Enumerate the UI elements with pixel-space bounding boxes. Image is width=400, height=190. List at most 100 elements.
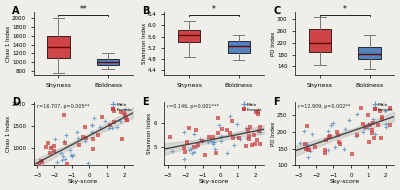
Point <box>51 150 57 153</box>
Point <box>224 151 230 154</box>
Point <box>254 139 260 142</box>
Point <box>190 145 197 148</box>
Point <box>336 140 342 143</box>
Point <box>247 126 253 129</box>
Point <box>371 132 378 135</box>
Point <box>303 143 310 146</box>
Point <box>365 122 372 125</box>
Point <box>205 140 211 143</box>
Point <box>89 130 96 133</box>
Point <box>54 160 60 163</box>
Point <box>108 126 115 129</box>
Point <box>197 137 203 140</box>
PathPatch shape <box>309 29 331 52</box>
Point <box>38 160 44 163</box>
Y-axis label: PD Index: PD Index <box>271 121 276 146</box>
Point <box>309 133 315 136</box>
Point <box>64 163 70 166</box>
Y-axis label: Chao 1 Index: Chao 1 Index <box>6 115 10 152</box>
PathPatch shape <box>47 36 70 58</box>
Point <box>36 162 42 165</box>
Point <box>216 123 222 126</box>
Point <box>365 127 371 130</box>
Point <box>206 136 212 139</box>
PathPatch shape <box>228 41 250 53</box>
Text: *: * <box>212 6 216 14</box>
Point <box>208 139 214 142</box>
Point <box>193 146 200 149</box>
Point <box>298 166 304 169</box>
Text: B: B <box>142 6 150 17</box>
Point <box>189 152 195 155</box>
Point <box>181 158 187 161</box>
Point <box>254 111 261 114</box>
Point <box>246 137 252 140</box>
PathPatch shape <box>358 47 381 59</box>
Text: C: C <box>273 6 280 17</box>
Point <box>59 158 65 161</box>
Point <box>337 143 343 146</box>
Point <box>229 137 236 140</box>
Text: A: A <box>12 6 19 17</box>
Point <box>346 118 352 121</box>
Point <box>365 123 371 126</box>
Point <box>334 131 340 134</box>
Point <box>195 143 202 146</box>
Point <box>354 112 360 115</box>
Point <box>256 125 263 128</box>
Point <box>62 157 68 160</box>
Point <box>102 120 108 123</box>
Point <box>181 147 187 150</box>
Point <box>212 151 219 154</box>
Point <box>42 167 48 170</box>
Point <box>198 140 205 143</box>
Point <box>360 130 366 133</box>
Point <box>327 135 333 138</box>
Point <box>111 109 117 112</box>
PathPatch shape <box>178 30 200 42</box>
Point <box>166 135 173 139</box>
Point <box>48 146 55 150</box>
Point <box>89 124 96 127</box>
Point <box>305 156 311 159</box>
Point <box>210 142 216 145</box>
Point <box>243 127 249 130</box>
Point <box>322 139 329 142</box>
Legend: Male, Female: Male, Female <box>242 103 263 112</box>
Point <box>304 124 310 127</box>
Point <box>360 122 366 125</box>
Point <box>361 127 367 130</box>
Point <box>81 126 88 129</box>
Point <box>303 147 309 150</box>
Point <box>354 134 360 137</box>
Point <box>255 113 262 116</box>
Point <box>181 131 188 134</box>
Point <box>219 127 226 130</box>
Point <box>184 141 190 144</box>
Point <box>218 140 225 143</box>
Point <box>378 95 384 98</box>
Point <box>190 132 197 135</box>
Text: r=16.707, p=0.005**: r=16.707, p=0.005** <box>36 104 89 108</box>
Point <box>124 118 130 121</box>
Point <box>348 153 355 156</box>
Point <box>211 140 217 143</box>
Point <box>251 134 258 137</box>
Point <box>371 136 377 139</box>
Point <box>372 105 378 108</box>
Point <box>114 126 120 129</box>
Point <box>51 149 57 152</box>
Point <box>367 124 374 127</box>
Point <box>246 135 253 138</box>
Point <box>89 147 96 150</box>
Point <box>106 124 113 127</box>
Point <box>306 149 313 152</box>
Point <box>212 147 218 150</box>
Point <box>50 169 56 172</box>
Point <box>106 127 112 130</box>
Point <box>210 135 216 138</box>
Point <box>370 122 376 125</box>
X-axis label: Sky-score: Sky-score <box>68 179 98 184</box>
Point <box>304 143 310 146</box>
Point <box>224 129 231 132</box>
